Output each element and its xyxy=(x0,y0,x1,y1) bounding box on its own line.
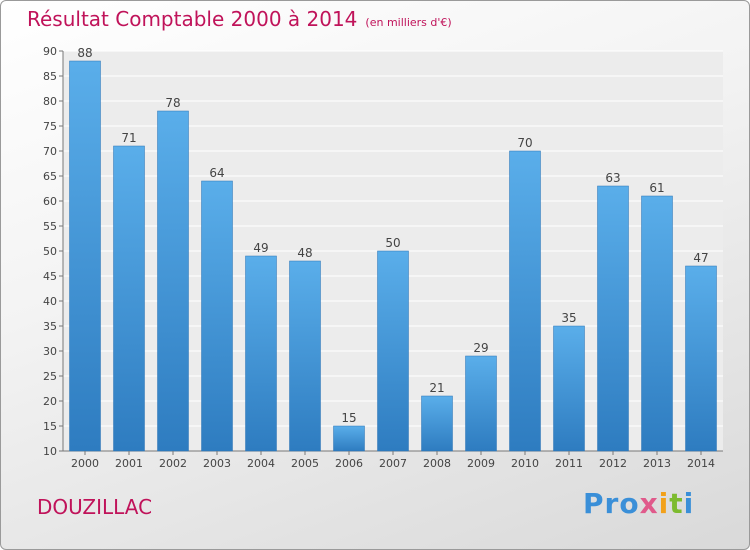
xtick-label-2006: 2006 xyxy=(335,457,363,470)
xtick-label-2000: 2000 xyxy=(71,457,99,470)
logo-part-1: Pro xyxy=(583,487,640,520)
bar-2004 xyxy=(245,255,277,452)
ytick-label-85: 85 xyxy=(43,70,57,83)
ytick-label-15: 15 xyxy=(43,420,57,433)
bar-2000 xyxy=(69,60,101,452)
bar-2011 xyxy=(553,325,585,452)
value-label-2010: 70 xyxy=(517,136,532,150)
town-name: DOUZILLAC xyxy=(37,495,153,519)
value-label-2006: 15 xyxy=(341,411,356,425)
logo-part-4: t xyxy=(669,487,684,520)
value-label-2002: 78 xyxy=(165,96,180,110)
xtick-label-2001: 2001 xyxy=(115,457,143,470)
proxiti-logo: Proxiti xyxy=(583,487,694,520)
xtick-label-2005: 2005 xyxy=(291,457,319,470)
logo-part-3: i xyxy=(658,487,670,520)
bar-2005 xyxy=(289,260,321,452)
ytick-label-65: 65 xyxy=(43,170,57,183)
value-label-2009: 29 xyxy=(473,341,488,355)
xtick-label-2009: 2009 xyxy=(467,457,495,470)
bar-2013 xyxy=(641,195,673,452)
ytick-label-40: 40 xyxy=(43,295,57,308)
ytick-label-75: 75 xyxy=(43,120,57,133)
xtick-label-2011: 2011 xyxy=(555,457,583,470)
chart-unit-note: (en milliers d'€) xyxy=(365,16,452,29)
ytick-label-70: 70 xyxy=(43,145,57,158)
xtick-label-2013: 2013 xyxy=(643,457,671,470)
ytick-label-50: 50 xyxy=(43,245,57,258)
value-label-2001: 71 xyxy=(121,131,136,145)
ytick-label-10: 10 xyxy=(43,445,57,458)
chart-title: Résultat Comptable 2000 à 2014 (en millie… xyxy=(27,7,452,31)
value-label-2005: 48 xyxy=(297,246,312,260)
bar-2014 xyxy=(685,265,717,452)
bar-2010 xyxy=(509,150,541,452)
bar-2008 xyxy=(421,395,453,452)
value-label-2007: 50 xyxy=(385,236,400,250)
value-label-2014: 47 xyxy=(693,251,708,265)
xtick-label-2007: 2007 xyxy=(379,457,407,470)
logo-part-2: x xyxy=(639,487,659,520)
value-label-2013: 61 xyxy=(649,181,664,195)
xtick-label-2003: 2003 xyxy=(203,457,231,470)
bar-2009 xyxy=(465,355,497,452)
ytick-label-35: 35 xyxy=(43,320,57,333)
bar-2012 xyxy=(597,185,629,452)
xtick-label-2004: 2004 xyxy=(247,457,275,470)
xtick-label-2008: 2008 xyxy=(423,457,451,470)
value-label-2004: 49 xyxy=(253,241,268,255)
ytick-label-45: 45 xyxy=(43,270,57,283)
bar-2003 xyxy=(201,180,233,452)
value-label-2003: 64 xyxy=(209,166,224,180)
ytick-label-80: 80 xyxy=(43,95,57,108)
bar-2002 xyxy=(157,110,189,452)
chart-title-text: Résultat Comptable 2000 à 2014 xyxy=(27,7,358,31)
value-label-2008: 21 xyxy=(429,381,444,395)
ytick-label-30: 30 xyxy=(43,345,57,358)
ytick-label-90: 90 xyxy=(43,45,57,58)
xtick-label-2002: 2002 xyxy=(159,457,187,470)
bar-2001 xyxy=(113,145,145,452)
ytick-label-25: 25 xyxy=(43,370,57,383)
value-label-2011: 35 xyxy=(561,311,576,325)
bar-2007 xyxy=(377,250,409,452)
xtick-label-2012: 2012 xyxy=(599,457,627,470)
value-label-2000: 88 xyxy=(77,46,92,60)
xtick-label-2014: 2014 xyxy=(687,457,715,470)
bar-2006 xyxy=(333,425,365,452)
logo-part-5: i xyxy=(683,487,695,520)
ytick-label-55: 55 xyxy=(43,220,57,233)
ytick-label-60: 60 xyxy=(43,195,57,208)
xtick-label-2010: 2010 xyxy=(511,457,539,470)
ytick-label-20: 20 xyxy=(43,395,57,408)
value-label-2012: 63 xyxy=(605,171,620,185)
